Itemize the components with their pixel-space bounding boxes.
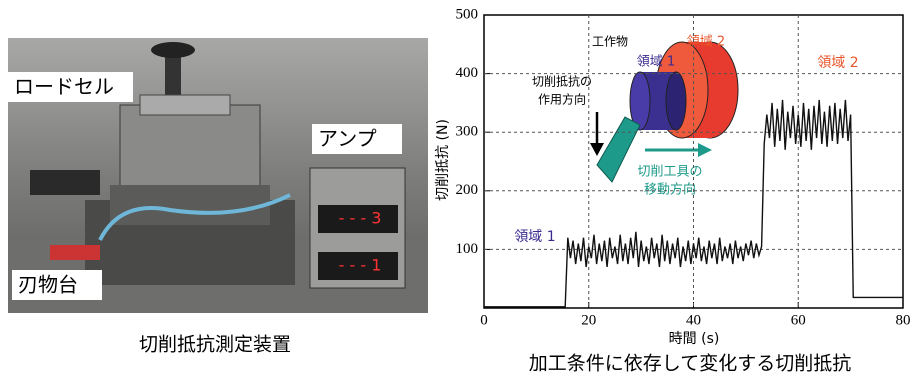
annotation: 移動方向: [644, 182, 696, 198]
y-tick-label: 500: [456, 6, 479, 22]
y-axis-label: 切削抵抗 (N): [435, 119, 451, 201]
annotation: 領域 1: [637, 54, 675, 70]
x-tick-label: 60: [791, 312, 806, 328]
page: {"photo_panel":{"labels":["ロードセル","アンプ",…: [0, 0, 916, 379]
y-tick-label: 300: [456, 124, 479, 140]
photo-label: ロードセル: [14, 75, 114, 99]
svg-text:- - - 1: - - - 1: [339, 256, 382, 275]
annotation: 領域 2: [687, 34, 725, 50]
photo-label: アンプ: [318, 127, 377, 151]
y-tick-label: 100: [456, 241, 479, 257]
photo-caption: 切削抵抗測定装置: [139, 334, 291, 356]
annotation: 領域 2: [817, 54, 858, 71]
annotation: 切削抵抗の: [532, 74, 592, 89]
figure: - - - 3 - - - 1 ロードセル アンプ 刃物台 切削抵抗測定装置 領…: [0, 0, 916, 379]
annotation: 切削工具の: [637, 165, 702, 180]
x-tick-label: 40: [686, 312, 701, 328]
photo-label: 刃物台: [18, 273, 78, 297]
x-tick-label: 0: [480, 312, 488, 328]
x-tick-label: 80: [896, 312, 911, 328]
x-axis-label: 時間 (s): [669, 331, 720, 347]
y-tick-label: 400: [456, 65, 479, 81]
svg-text:- - - 3: - - - 3: [339, 209, 382, 228]
y-tick-label: 200: [456, 182, 479, 198]
annotation: 作用方向: [538, 92, 586, 107]
annotation: 領域 1: [514, 228, 555, 245]
annotation: 工作物: [592, 35, 628, 49]
x-tick-label: 20: [581, 312, 596, 328]
chart-caption: 加工条件に依存して変化する切削抵抗: [529, 353, 851, 375]
